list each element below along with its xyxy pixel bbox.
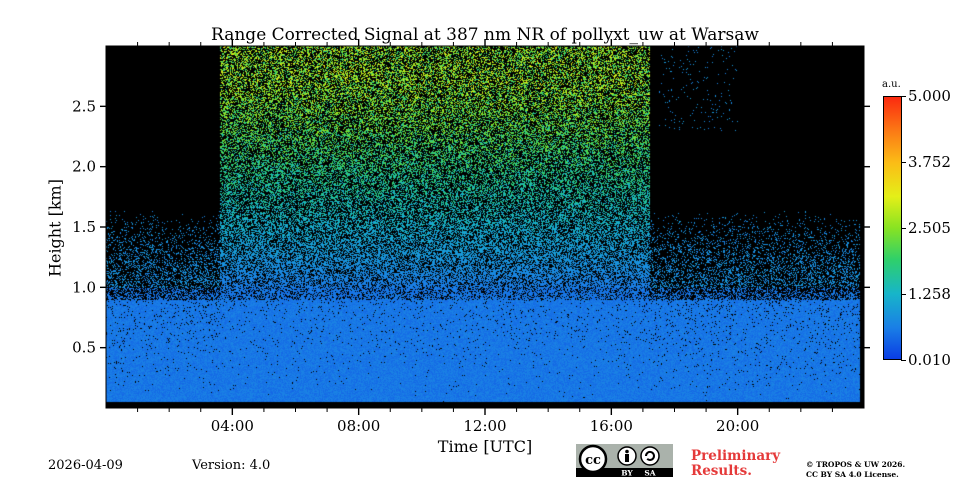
copyright-notice: © TROPOS & UW 2026. CC BY SA 4.0 License…: [806, 460, 905, 480]
y-axis-label: Height [km]: [45, 179, 65, 277]
colorbar-tick-label: 2.505: [908, 219, 951, 237]
cc-text: cc: [585, 453, 601, 468]
y-tick-label: 2.0: [72, 158, 96, 176]
colorbar-tick-mark: [901, 96, 906, 97]
colorbar-tick-mark: [901, 228, 906, 229]
colorbar-unit: a.u.: [882, 79, 901, 90]
colorbar-tick-mark: [901, 162, 906, 164]
x-tick-label: 16:00: [590, 417, 633, 435]
x-tick-label: 04:00: [211, 417, 254, 435]
x-tick-label: 08:00: [337, 417, 380, 435]
y-tick-label: 0.5: [72, 339, 96, 357]
sa-icon: [640, 446, 660, 466]
footer-version: Version: 4.0: [192, 458, 271, 473]
x-axis-label: Time [UTC]: [437, 437, 533, 456]
x-tick-label: 20:00: [716, 417, 759, 435]
plot-axes: 04:00 08:00 12:00 16:00 20:00 0.5 1.0 1.5 2.0 2.5: [72, 39, 870, 435]
plot-frame: [105, 45, 865, 409]
colorbar: [883, 96, 902, 360]
colorbar-tick-label: 0.010: [908, 351, 951, 369]
y-tick-label: 2.5: [72, 97, 96, 115]
y-tick-label: 1.5: [72, 218, 96, 236]
copyright-line-1: © TROPOS & UW 2026.: [806, 460, 906, 469]
heatmap-image: [106, 46, 864, 408]
copyright-line-2: CC BY SA 4.0 License.: [806, 470, 899, 479]
x-tick-label: 12:00: [463, 417, 506, 435]
preliminary-line-1: Preliminary: [691, 448, 781, 464]
cc-license-badge: cc BY SA: [576, 444, 673, 477]
preliminary-line-2: Results.: [691, 463, 752, 479]
colorbar-ticks: 0.010 1.258 2.505 3.752 5.000: [901, 87, 960, 369]
colorbar-tick-mark: [901, 360, 906, 361]
preliminary-notice: Preliminary Results.: [691, 449, 780, 479]
colorbar-tick-label: 1.258: [908, 284, 951, 303]
by-icon: [617, 446, 637, 466]
chart-title: Range Corrected Signal at 387 nm NR of p…: [211, 25, 759, 45]
footer-date: 2026-04-09: [48, 458, 123, 473]
plot-area: 04:00 08:00 12:00 16:00 20:00 0.5 1.0 1.5 2.0 2.5: [72, 39, 870, 435]
colorbar-tick-mark: [901, 293, 906, 295]
y-tick-label: 1.0: [72, 278, 96, 296]
colorbar-tick-label: 5.000: [908, 87, 951, 105]
by-label: BY: [621, 469, 633, 478]
sa-label: SA: [644, 469, 655, 478]
colorbar-tick-label: 3.752: [908, 153, 951, 172]
